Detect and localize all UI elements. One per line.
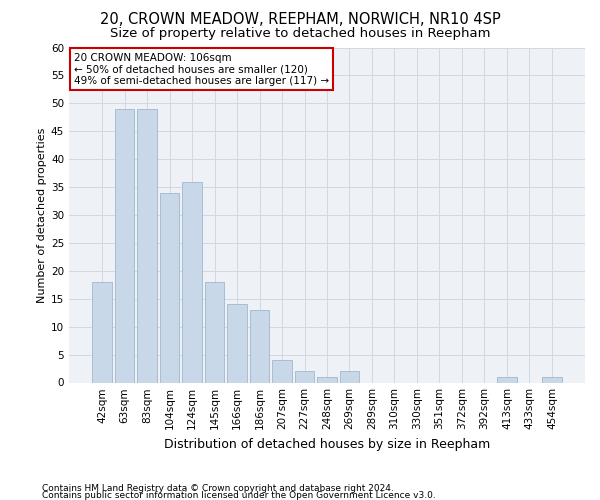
Bar [497,377,517,382]
Text: Contains HM Land Registry data © Crown copyright and database right 2024.: Contains HM Land Registry data © Crown c… [42,484,394,493]
Bar [542,377,562,382]
Bar [137,109,157,382]
Bar [317,377,337,382]
Bar [182,182,202,382]
Text: 20 CROWN MEADOW: 106sqm
← 50% of detached houses are smaller (120)
49% of semi-d: 20 CROWN MEADOW: 106sqm ← 50% of detache… [74,52,329,86]
Bar [160,192,179,382]
Bar [115,109,134,382]
Y-axis label: Number of detached properties: Number of detached properties [37,128,47,302]
Bar [227,304,247,382]
Text: Contains public sector information licensed under the Open Government Licence v3: Contains public sector information licen… [42,491,436,500]
Text: Size of property relative to detached houses in Reepham: Size of property relative to detached ho… [110,26,490,40]
Bar [272,360,292,382]
Bar [250,310,269,382]
Bar [205,282,224,382]
Bar [295,372,314,382]
Bar [340,372,359,382]
Bar [92,282,112,382]
Text: 20, CROWN MEADOW, REEPHAM, NORWICH, NR10 4SP: 20, CROWN MEADOW, REEPHAM, NORWICH, NR10… [100,12,500,28]
X-axis label: Distribution of detached houses by size in Reepham: Distribution of detached houses by size … [164,438,490,451]
